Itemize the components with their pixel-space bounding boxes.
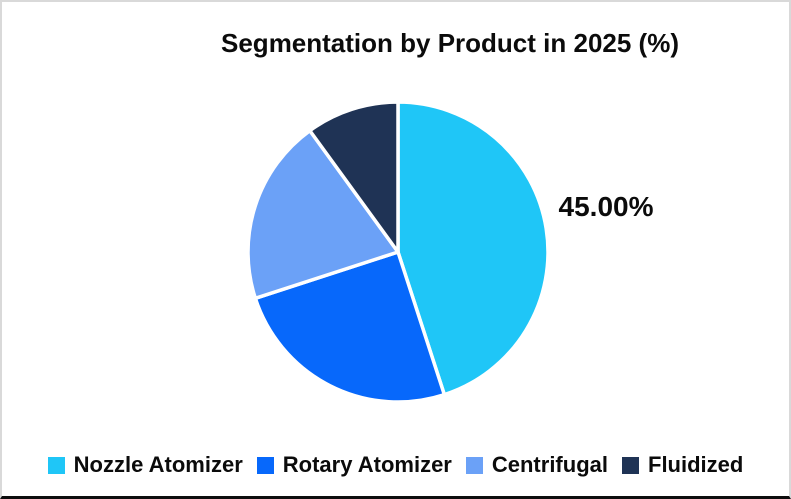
legend-swatch-fluidized: [622, 456, 639, 474]
pie-slice-nozzle-atomizer[interactable]: [396, 100, 550, 397]
legend-label: Nozzle Atomizer: [73, 452, 243, 477]
legend-item-centrifugal[interactable]: Centrifugal: [465, 452, 608, 478]
legend-swatch-nozzle-atomizer: [47, 456, 65, 474]
legend-label: Rotary Atomizer: [282, 452, 452, 477]
legend-label: Centrifugal: [491, 452, 608, 477]
pie-slice-centrifugal[interactable]: [246, 128, 400, 301]
legend-item-nozzle-atomizer[interactable]: Nozzle Atomizer: [47, 452, 243, 478]
legend-item-rotary-atomizer[interactable]: Rotary Atomizer: [256, 452, 452, 478]
chart-title: Segmentation by Product in 2025 (%): [221, 28, 679, 58]
pie-slice-fluidized[interactable]: [308, 100, 400, 254]
legend-label: Fluidized: [648, 452, 744, 477]
pie-data-label-nozzle-atomizer: 45.00%: [559, 191, 654, 222]
legend-item-fluidized[interactable]: Fluidized: [622, 452, 743, 478]
pie-slice-rotary-atomizer[interactable]: [253, 250, 447, 404]
chart-legend: Nozzle Atomizer Rotary Atomizer Centrifuga…: [2, 452, 789, 478]
legend-swatch-centrifugal: [465, 456, 483, 474]
legend-swatch-rotary-atomizer: [256, 456, 274, 474]
